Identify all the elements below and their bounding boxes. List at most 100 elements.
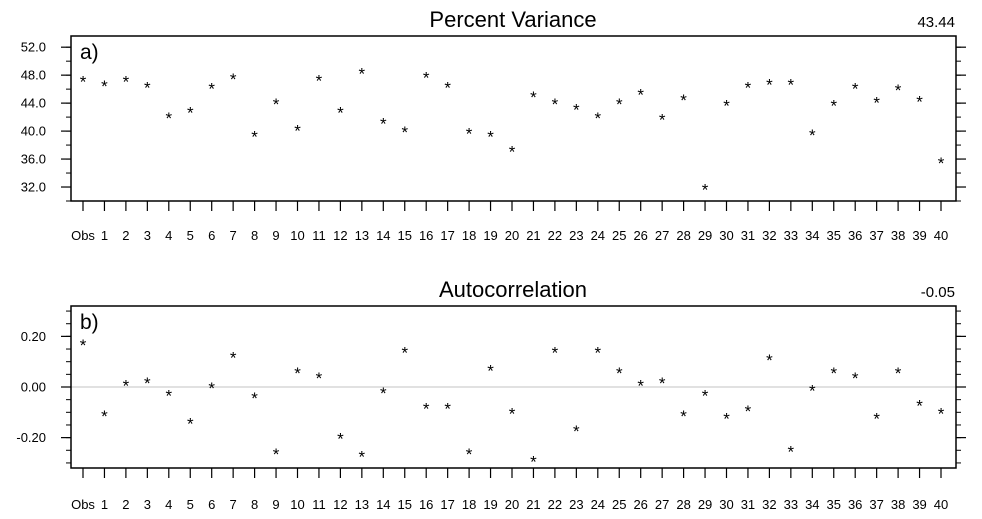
x-tick-label: 20 [505,497,519,512]
data-point-marker: * [380,384,387,403]
panel-percent-variance: Percent Variance 43.44 a) 32.036.040.044… [21,7,966,243]
x-tick-label: 23 [569,228,583,243]
x-tick-label: 27 [655,497,669,512]
data-point-marker: * [637,376,644,395]
data-point-marker: * [873,94,880,113]
panel-b-corner-value: -0.05 [921,284,955,301]
x-tick-label: 22 [548,497,562,512]
data-point-marker: * [509,143,516,162]
data-point-marker: * [316,369,323,388]
data-point-marker: * [380,115,387,134]
data-point-marker: * [573,422,580,441]
x-tick-label: 24 [591,228,605,243]
x-tick-label: 26 [633,228,647,243]
x-tick-label: 32 [762,497,776,512]
data-point-marker: * [165,109,172,128]
data-point-marker: * [895,364,902,383]
data-point-marker: * [273,95,280,114]
y-tick-label: 36.0 [21,152,46,167]
x-tick-label: 28 [676,228,690,243]
panel-a-title: Percent Variance [429,7,596,32]
data-point-marker: * [80,73,87,92]
data-point-marker: * [251,127,258,146]
data-point-marker: * [101,77,108,96]
data-point-marker: * [723,409,730,428]
data-point-marker: * [123,376,130,395]
x-tick-label: 15 [398,497,412,512]
x-tick-label: 35 [827,497,841,512]
y-tick-label: 32.0 [21,180,46,195]
panel-a-x-axis: Obs 1 2 3 4 5 6 7 8 9 10 11 12 13 14 15 16 17 18 19 20 21 22 23… [71,201,948,243]
x-tick-label: 7 [230,497,237,512]
data-point-marker: * [938,404,945,423]
data-point-marker: * [702,387,709,406]
data-point-marker: * [916,92,923,111]
y-tick-label: 52.0 [21,40,46,55]
x-tick-label: 20 [505,228,519,243]
data-point-marker: * [144,78,151,97]
x-tick-label: 10 [290,228,304,243]
data-point-marker: * [208,80,215,99]
data-point-marker: * [123,73,130,92]
x-tick-label: 5 [187,497,194,512]
data-point-marker: * [187,104,194,123]
x-tick-label: 33 [784,497,798,512]
data-point-marker: * [487,127,494,146]
x-tick-label: 34 [805,228,819,243]
x-tick-label: 21 [526,228,540,243]
data-point-marker: * [466,445,473,464]
panel-b-label: b) [80,311,99,334]
panel-b-y-axis: -0.20 0.00 0.20 [16,310,966,464]
x-tick-label: 9 [272,228,279,243]
data-point-marker: * [230,349,237,368]
data-point-marker: * [573,101,580,120]
data-point-marker: * [702,180,709,199]
data-point-marker: * [165,387,172,406]
x-tick-label: 17 [440,228,454,243]
x-tick-label: 40 [934,228,948,243]
x-tick-label: 27 [655,228,669,243]
data-point-marker: * [916,397,923,416]
data-point-marker: * [680,91,687,110]
data-point-marker: * [594,109,601,128]
x-tick-label: 36 [848,497,862,512]
data-point-marker: * [680,407,687,426]
data-point-marker: * [208,379,215,398]
data-point-marker: * [852,80,859,99]
data-point-marker: * [530,88,537,107]
data-point-marker: * [444,78,451,97]
data-point-marker: * [659,374,666,393]
data-point-marker: * [594,344,601,363]
x-tick-label: 11 [312,497,326,512]
x-tick-label: 14 [376,497,390,512]
data-point-marker: * [101,407,108,426]
y-tick-label: 40.0 [21,124,46,139]
x-tick-label: 19 [483,228,497,243]
data-point-marker: * [852,369,859,388]
x-tick-label: 18 [462,228,476,243]
data-point-marker: * [187,414,194,433]
data-point-marker: * [337,104,344,123]
x-tick-label: 2 [122,497,129,512]
data-point-marker: * [895,81,902,100]
x-tick-label: 22 [548,228,562,243]
x-tick-label: 34 [805,497,819,512]
data-point-marker: * [616,95,623,114]
x-tick-label: 35 [827,228,841,243]
data-point-marker: * [273,445,280,464]
x-tick-label: 13 [355,228,369,243]
data-point-marker: * [359,64,366,83]
panel-a-markers: * * * * * * * * * * * * * * * * * * * * * * * * * * * * * * * * * * * * * * * *… [80,64,945,199]
x-tick-label: 29 [698,497,712,512]
x-tick-label: 29 [698,228,712,243]
data-point-marker: * [637,85,644,104]
x-tick-label: 38 [891,497,905,512]
data-point-marker: * [359,447,366,466]
x-tick-label: 25 [612,228,626,243]
data-point-marker: * [230,70,237,89]
x-tick-label: 38 [891,228,905,243]
data-point-marker: * [723,97,730,116]
x-tick-label: 30 [719,228,733,243]
x-tick-label: Obs [71,497,95,512]
